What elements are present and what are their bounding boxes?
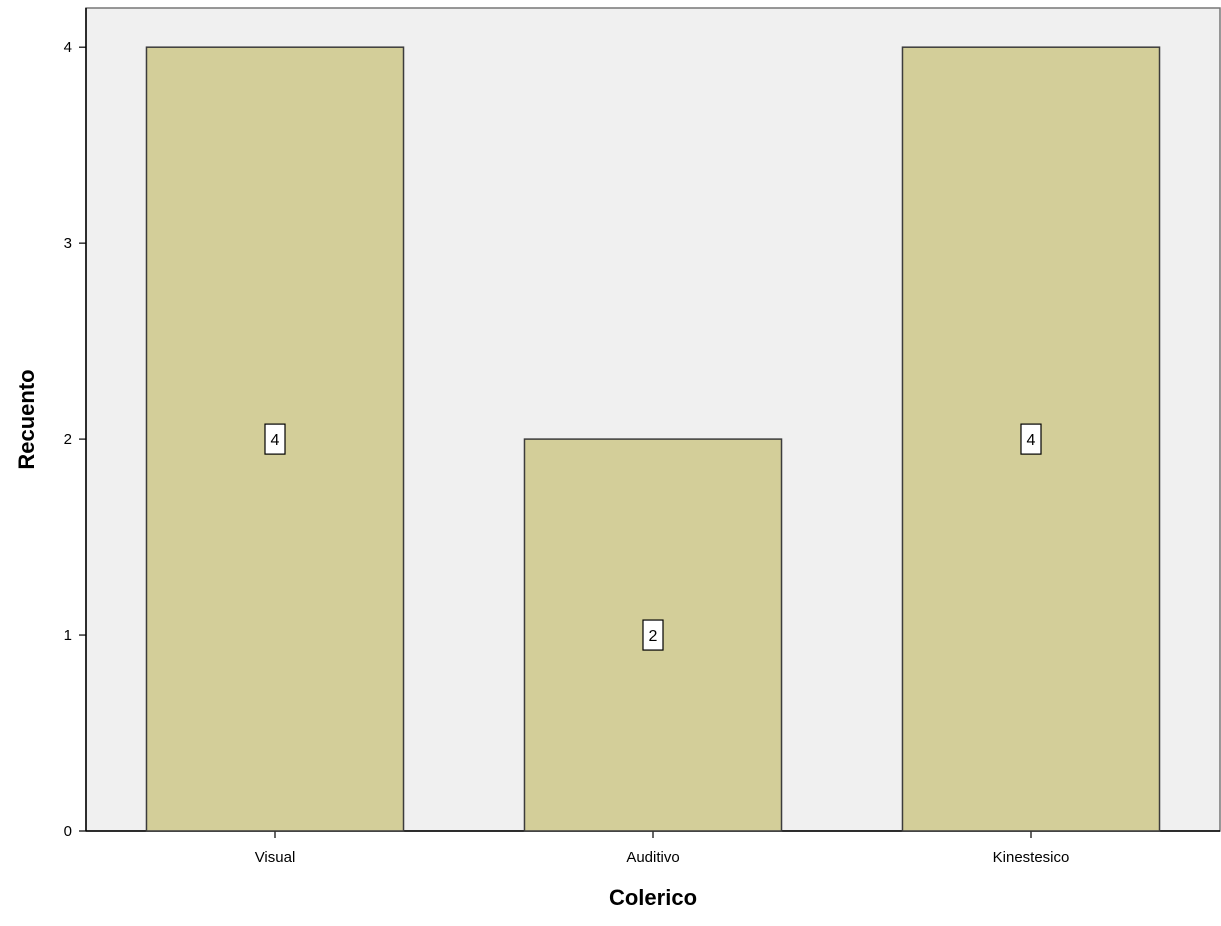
data-label-value: 4 xyxy=(1027,432,1036,449)
y-tick-label: 2 xyxy=(64,431,72,448)
y-axis-title: Recuento xyxy=(14,369,39,469)
y-axis: 0 1 2 3 4 xyxy=(64,8,87,840)
x-tick-label: Kinestesico xyxy=(993,849,1070,866)
y-tick-label: 1 xyxy=(64,627,72,644)
x-tick-label: Visual xyxy=(255,849,296,866)
y-tick-label: 0 xyxy=(64,823,72,840)
data-label-box xyxy=(1020,423,1042,455)
data-label-box xyxy=(264,423,286,455)
data-label-box xyxy=(642,619,664,651)
x-tick-label: Auditivo xyxy=(626,849,679,866)
y-tick-label: 4 xyxy=(64,39,72,56)
data-labels: 4 2 4 xyxy=(264,423,1042,651)
data-label-value: 2 xyxy=(649,628,658,645)
data-label: 2 xyxy=(642,619,664,651)
x-axis: Visual Auditivo Kinestesico xyxy=(86,830,1220,866)
data-label: 4 xyxy=(1020,423,1042,455)
y-tick-label: 3 xyxy=(64,235,72,252)
data-label-value: 4 xyxy=(271,432,280,449)
data-label: 4 xyxy=(264,423,286,455)
x-axis-title: Colerico xyxy=(609,885,697,910)
